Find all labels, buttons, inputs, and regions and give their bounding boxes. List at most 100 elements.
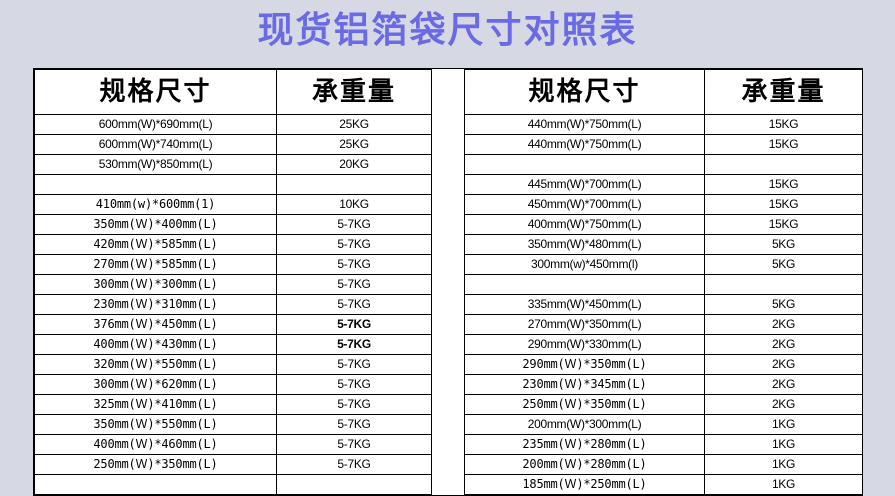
cell-right-spec: 250mm(Ｗ)*350mm(L) bbox=[464, 394, 705, 415]
table-row: 376mm(Ｗ)*450mm(L) 5-7KG 270mm(W)*350mm(L) 2… bbox=[34, 314, 863, 335]
table-row: 185mm(Ｗ)*250mm(L) 1KG bbox=[34, 474, 863, 495]
header-row: 规格尺寸 承重量 规格尺寸 承重量 bbox=[34, 69, 863, 115]
cell-left-spec: 530mm(W)*850mm(L) bbox=[34, 154, 277, 175]
cell-right-load: 2KG bbox=[704, 374, 863, 395]
cell-left-spec: 350mm(Ｗ)*550mm(L) bbox=[34, 414, 277, 435]
cell-right-load: 5KG bbox=[704, 294, 863, 315]
cell-right-spec: 400mm(W)*750mm(L) bbox=[464, 214, 705, 235]
cell-gap bbox=[431, 114, 465, 135]
table-row: 600mm(W)*740mm(L) 25KG 440mm(W)*750mm(L) 15… bbox=[34, 134, 863, 155]
cell-right-spec: 440mm(W)*750mm(L) bbox=[464, 114, 705, 135]
cell-left-load: 5-7KG bbox=[276, 454, 432, 475]
cell-gap bbox=[431, 214, 465, 235]
cell-right-spec: 290mm(Ｗ)*350mm(L) bbox=[464, 354, 705, 375]
cell-right-spec: 185mm(Ｗ)*250mm(L) bbox=[464, 474, 705, 495]
cell-gap bbox=[431, 434, 465, 455]
cell-left-spec: 600mm(W)*740mm(L) bbox=[34, 134, 277, 155]
table-row: 350mm(Ｗ)*550mm(L) 5-7KG 200mm(W)*300mm(L) 1… bbox=[34, 414, 863, 435]
cell-right-spec: 450mm(W)*700mm(L) bbox=[464, 194, 705, 215]
cell-left-spec bbox=[34, 174, 277, 195]
header-gap-cell bbox=[431, 69, 465, 115]
header-right-spec: 规格尺寸 bbox=[464, 69, 705, 115]
cell-gap bbox=[431, 134, 465, 155]
cell-right-load: 1KG bbox=[704, 414, 863, 435]
cell-right-load: 15KG bbox=[704, 214, 863, 235]
cell-right-load: 2KG bbox=[704, 394, 863, 415]
table-row: 270mm(Ｗ)*585mm(L) 5-7KG 300mm(w)*450mm(l) 5… bbox=[34, 254, 863, 275]
cell-left-load bbox=[276, 474, 432, 495]
table-row: 410mm(w)*600mm(1) 10KG 450mm(W)*700mm(L) 15… bbox=[34, 194, 863, 215]
cell-left-spec: 230mm(Ｗ)*310mm(L) bbox=[34, 294, 277, 315]
cell-gap bbox=[431, 254, 465, 275]
cell-right-spec: 440mm(W)*750mm(L) bbox=[464, 134, 705, 155]
header-right-load: 承重量 bbox=[704, 69, 863, 115]
cell-right-load: 2KG bbox=[704, 314, 863, 335]
cell-right-spec: 350mm(W)*480mm(L) bbox=[464, 234, 705, 255]
cell-right-spec: 230mm(Ｗ)*345mm(L) bbox=[464, 374, 705, 395]
header-left-spec: 规格尺寸 bbox=[34, 69, 277, 115]
size-chart-table-wrapper: 规格尺寸 承重量 规格尺寸 承重量 600mm(W)*690mm(L) 25KG 4… bbox=[33, 68, 863, 496]
cell-left-load: 5-7KG bbox=[276, 354, 432, 375]
cell-right-load: 1KG bbox=[704, 434, 863, 455]
cell-right-load: 15KG bbox=[704, 194, 863, 215]
table-row: 400mm(Ｗ)*430mm(L) 5-7KG 290mm(W)*330mm(L) 2… bbox=[34, 334, 863, 355]
table-body: 600mm(W)*690mm(L) 25KG 440mm(W)*750mm(L) 15… bbox=[34, 114, 863, 495]
cell-left-load: 25KG bbox=[276, 134, 432, 155]
cell-right-spec: 300mm(w)*450mm(l) bbox=[464, 254, 705, 275]
cell-right-load: 1KG bbox=[704, 474, 863, 495]
cell-left-load: 5-7KG bbox=[276, 294, 432, 315]
cell-right-load: 2KG bbox=[704, 334, 863, 355]
cell-right-spec: 235mm(Ｗ)*280mm(L) bbox=[464, 434, 705, 455]
cell-right-load: 1KG bbox=[704, 454, 863, 475]
table-row: 250mm(Ｗ)*350mm(L) 5-7KG 200mm(Ｗ)*280mm(L) 1… bbox=[34, 454, 863, 475]
cell-gap bbox=[431, 194, 465, 215]
cell-left-spec: 320mm(Ｗ)*550mm(L) bbox=[34, 354, 277, 375]
header-left-load: 承重量 bbox=[276, 69, 432, 115]
table-row: 350mm(Ｗ)*400mm(L) 5-7KG 400mm(W)*750mm(L) 1… bbox=[34, 214, 863, 235]
cell-left-load: 10KG bbox=[276, 194, 432, 215]
cell-gap bbox=[431, 334, 465, 355]
cell-left-load: 5-7KG bbox=[276, 214, 432, 235]
table-row: 445mm(W)*700mm(L) 15KG bbox=[34, 174, 863, 195]
size-chart-table: 规格尺寸 承重量 规格尺寸 承重量 600mm(W)*690mm(L) 25KG 4… bbox=[34, 69, 863, 495]
cell-right-load: 5KG bbox=[704, 254, 863, 275]
cell-gap bbox=[431, 274, 465, 295]
page-root: 现货铝箔袋尺寸对照表 规格尺寸 承重量 规格尺寸 承重量 600mm(W)*69… bbox=[33, 9, 863, 496]
cell-left-spec: 400mm(Ｗ)*460mm(L) bbox=[34, 434, 277, 455]
cell-right-spec bbox=[464, 274, 705, 295]
table-row: 325mm(Ｗ)*410mm(L) 5-7KG 250mm(Ｗ)*350mm(L) 2… bbox=[34, 394, 863, 415]
cell-right-load: 15KG bbox=[704, 114, 863, 135]
cell-left-spec: 300mm(Ｗ)*300mm(L) bbox=[34, 274, 277, 295]
cell-right-spec bbox=[464, 154, 705, 175]
cell-right-spec: 270mm(W)*350mm(L) bbox=[464, 314, 705, 335]
cell-gap bbox=[431, 374, 465, 395]
table-row: 300mm(Ｗ)*300mm(L) 5-7KG bbox=[34, 274, 863, 295]
table-header: 规格尺寸 承重量 规格尺寸 承重量 bbox=[34, 69, 863, 115]
cell-left-load: 5-7KG bbox=[276, 274, 432, 295]
cell-right-spec: 335mm(W)*450mm(L) bbox=[464, 294, 705, 315]
cell-left-load: 5-7KG bbox=[276, 394, 432, 415]
table-row: 420mm(Ｗ)*585mm(L) 5-7KG 350mm(W)*480mm(L) 5… bbox=[34, 234, 863, 255]
cell-right-spec: 200mm(Ｗ)*280mm(L) bbox=[464, 454, 705, 475]
cell-left-spec: 410mm(w)*600mm(1) bbox=[34, 194, 277, 215]
cell-right-load bbox=[704, 154, 863, 175]
cell-left-load: 5-7KG bbox=[276, 374, 432, 395]
cell-left-load: 5-7KG bbox=[276, 254, 432, 275]
cell-left-spec: 600mm(W)*690mm(L) bbox=[34, 114, 277, 135]
cell-left-load: 20KG bbox=[276, 154, 432, 175]
cell-left-spec: 400mm(Ｗ)*430mm(L) bbox=[34, 334, 277, 355]
cell-right-spec: 200mm(W)*300mm(L) bbox=[464, 414, 705, 435]
cell-right-spec: 445mm(W)*700mm(L) bbox=[464, 174, 705, 195]
cell-left-spec: 420mm(Ｗ)*585mm(L) bbox=[34, 234, 277, 255]
cell-left-load: 5-7KG bbox=[276, 334, 432, 355]
page-title: 现货铝箔袋尺寸对照表 bbox=[257, 9, 638, 50]
cell-left-spec: 270mm(Ｗ)*585mm(L) bbox=[34, 254, 277, 275]
cell-left-spec: 325mm(Ｗ)*410mm(L) bbox=[34, 394, 277, 415]
cell-gap bbox=[431, 454, 465, 475]
cell-left-spec: 376mm(Ｗ)*450mm(L) bbox=[34, 314, 277, 335]
cell-gap bbox=[431, 414, 465, 435]
cell-left-spec: 250mm(Ｗ)*350mm(L) bbox=[34, 454, 277, 475]
cell-gap bbox=[431, 314, 465, 335]
cell-right-load: 2KG bbox=[704, 354, 863, 375]
table-row: 600mm(W)*690mm(L) 25KG 440mm(W)*750mm(L) 15… bbox=[34, 114, 863, 135]
